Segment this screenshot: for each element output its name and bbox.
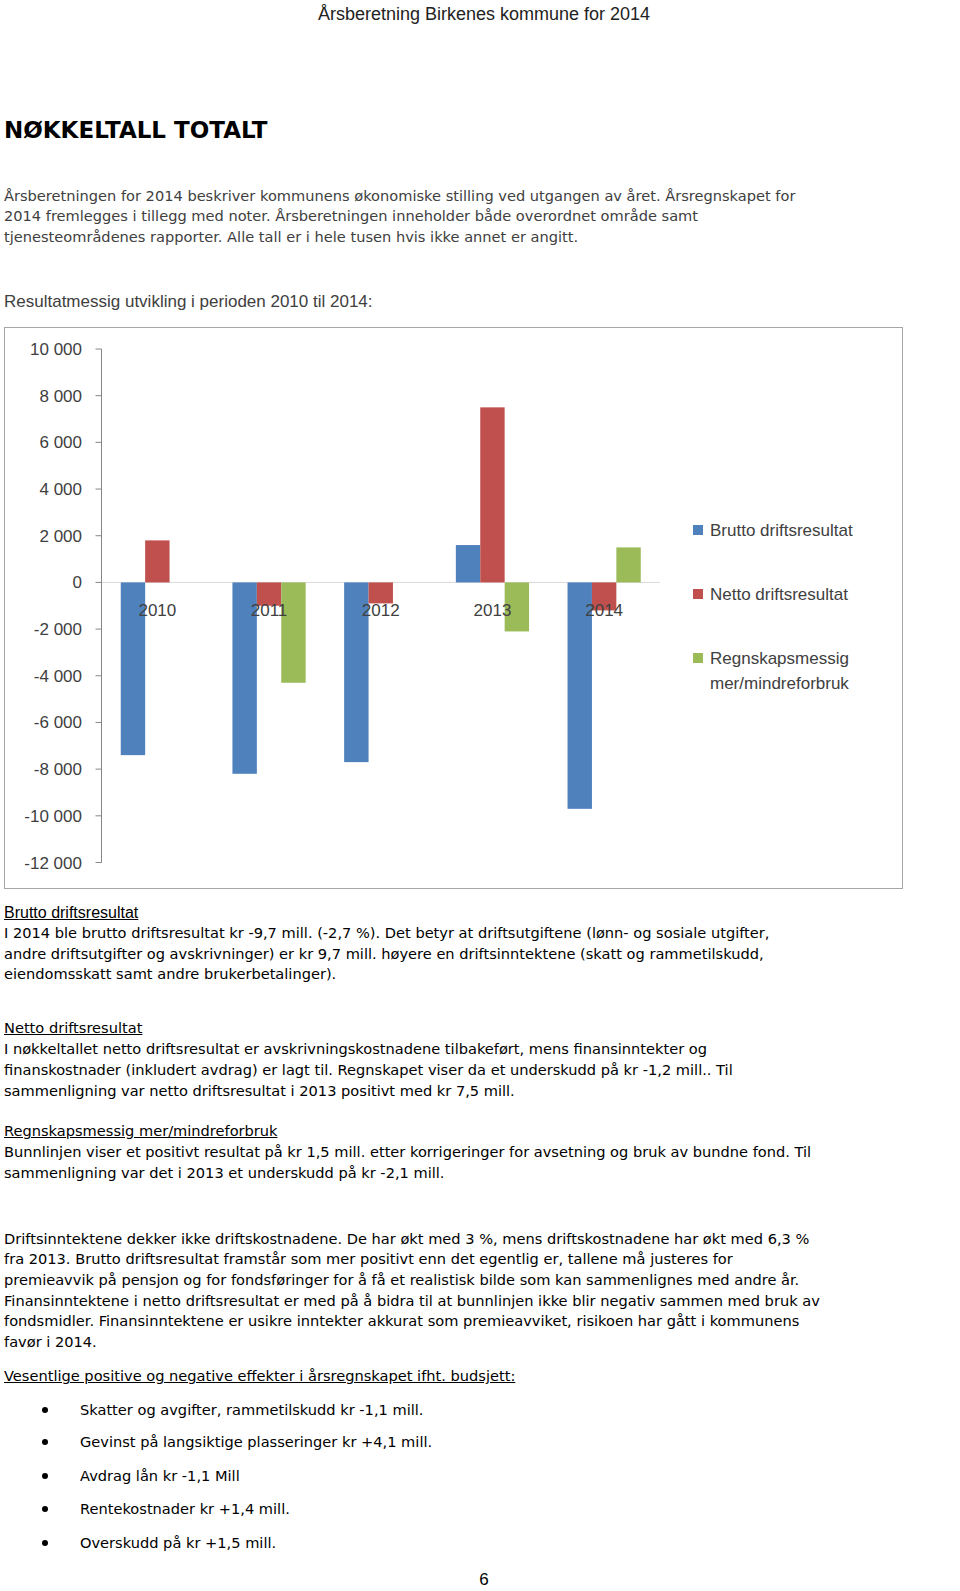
y-tick-label: -12 000 bbox=[24, 854, 82, 873]
chart-caption: Resultatmessig utvikling i perioden 2010… bbox=[4, 291, 373, 313]
legend-label: Netto driftsresultat bbox=[710, 582, 895, 607]
y-tick-label: -6 000 bbox=[34, 713, 82, 732]
x-tick-label: 2014 bbox=[585, 601, 623, 620]
effect-item: Gevinst på langsiktige plasseringer kr +… bbox=[80, 1431, 432, 1453]
bar bbox=[480, 407, 504, 582]
paragraph-line: Driftsinntektene dekker ikke driftskostn… bbox=[4, 1228, 809, 1250]
y-tick bbox=[96, 489, 102, 490]
y-tick bbox=[96, 582, 102, 583]
page-title: NØKKELTALL TOTALT bbox=[4, 119, 268, 141]
legend-label: Brutto driftsresultat bbox=[710, 518, 895, 543]
paragraph-line: fra 2013. Brutto driftsresultat framstår… bbox=[4, 1248, 733, 1270]
legend-label: Regnskapsmessig mer/mindreforbruk bbox=[710, 646, 895, 696]
chart-frame bbox=[5, 328, 903, 889]
chart: 10 000 8 000 6 000 4 000 2 000 0 -2 000 -4 000 -… bbox=[0, 0, 960, 1591]
section-line: eiendomsskatt samt andre brukerbetalinge… bbox=[4, 963, 336, 985]
y-tick-label: -8 000 bbox=[34, 760, 82, 779]
effects-heading: Vesentlige positive og negative effekter… bbox=[4, 1365, 515, 1387]
effect-item: Rentekostnader kr +1,4 mill. bbox=[80, 1498, 290, 1520]
paragraph-line: Finansinntektene i netto driftsresultat … bbox=[4, 1290, 820, 1312]
bar bbox=[616, 547, 640, 582]
section-heading: Regnskapsmessig mer/mindreforbruk bbox=[4, 1120, 278, 1142]
y-tick-label: 8 000 bbox=[39, 387, 82, 406]
y-tick bbox=[96, 535, 102, 536]
effect-item: Avdrag lån kr -1,1 Mill bbox=[80, 1465, 240, 1487]
bullet bbox=[42, 1439, 48, 1445]
page-number: 6 bbox=[4, 1569, 960, 1591]
y-tick bbox=[96, 862, 102, 863]
y-tick bbox=[96, 395, 102, 396]
paragraph-line: fondsmidler. Finansinntektene er usikre … bbox=[4, 1310, 799, 1332]
section-line: finanskostnader (inkludert avdrag) er la… bbox=[4, 1059, 733, 1081]
legend-swatch bbox=[693, 589, 703, 599]
y-tick-label: 2 000 bbox=[39, 527, 82, 546]
y-tick bbox=[96, 815, 102, 816]
y-tick-label: 4 000 bbox=[39, 480, 82, 499]
y-tick bbox=[96, 349, 102, 350]
section-line: sammenligning var det i 2013 et undersku… bbox=[4, 1162, 445, 1184]
y-tick bbox=[96, 722, 102, 723]
x-tick-label: 2010 bbox=[138, 601, 176, 620]
section-line: andre driftsutgifter og avskrivninger) e… bbox=[4, 943, 764, 965]
x-tick-label: 2013 bbox=[474, 601, 512, 620]
paragraph-line: premieavvik på pensjon og for fondsførin… bbox=[4, 1269, 799, 1291]
y-tick bbox=[96, 442, 102, 443]
y-tick-label: 6 000 bbox=[39, 433, 82, 452]
legend-swatch bbox=[693, 525, 703, 535]
y-tick-label: 10 000 bbox=[30, 340, 82, 359]
intro-line: tjenesteområdenes rapporter. Alle tall e… bbox=[4, 226, 578, 248]
bars bbox=[121, 407, 641, 808]
bullet bbox=[42, 1473, 48, 1479]
bar bbox=[281, 582, 305, 682]
bar bbox=[456, 545, 480, 582]
running-title: Årsberetning Birkenes kommune for 2014 bbox=[4, 3, 960, 25]
effect-item: Skatter og avgifter, rammetilskudd kr -1… bbox=[80, 1399, 423, 1421]
y-tick-label: 0 bbox=[73, 573, 82, 592]
y-tick-label: -10 000 bbox=[24, 807, 82, 826]
y-tick bbox=[96, 629, 102, 630]
y-tick-label: -4 000 bbox=[34, 667, 82, 686]
y-tick bbox=[96, 675, 102, 676]
effect-item: Overskudd på kr +1,5 mill. bbox=[80, 1532, 276, 1554]
bullet bbox=[42, 1506, 48, 1512]
x-tick-label: 2012 bbox=[362, 601, 400, 620]
intro-line: Årsberetningen for 2014 beskriver kommun… bbox=[4, 185, 795, 207]
y-tick-label: -2 000 bbox=[34, 620, 82, 639]
section-line: Bunnlinjen viser et positivt resultat på… bbox=[4, 1141, 811, 1163]
section-line: I nøkkeltallet netto driftsresultat er a… bbox=[4, 1038, 707, 1060]
bullet bbox=[42, 1407, 48, 1413]
section-heading: Brutto driftsresultat bbox=[4, 902, 138, 924]
paragraph-line: favør i 2014. bbox=[4, 1331, 97, 1353]
section-heading: Netto driftsresultat bbox=[4, 1017, 142, 1039]
intro-line: 2014 fremlegges i tillegg med noter. Års… bbox=[4, 205, 698, 227]
section-line: sammenligning var netto driftsresultat i… bbox=[4, 1080, 515, 1102]
y-tick bbox=[96, 769, 102, 770]
x-tick-label: 2011 bbox=[251, 601, 288, 620]
section-line: I 2014 ble brutto driftsresultat kr -9,7… bbox=[4, 922, 769, 944]
bar bbox=[145, 540, 169, 582]
legend-swatch bbox=[693, 653, 703, 663]
bullet bbox=[42, 1540, 48, 1546]
y-axis-line bbox=[101, 349, 102, 863]
